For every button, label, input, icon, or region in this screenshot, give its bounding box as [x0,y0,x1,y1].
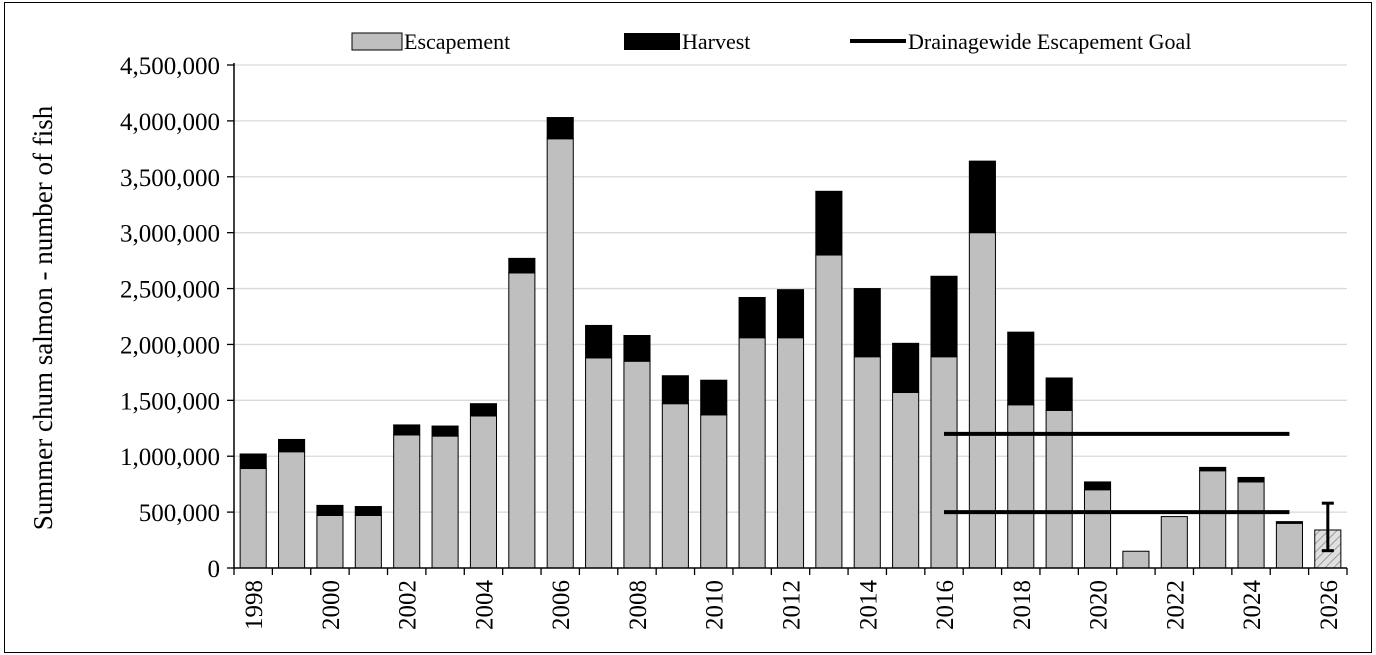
bar-harvest [316,504,344,516]
x-tick-label: 2014 [855,580,882,631]
bar-escapement [316,514,344,569]
bar-escapement [661,403,689,569]
bar-escapement [815,254,843,569]
x-tick-label: 2004 [471,580,498,631]
bar-harvest [930,275,958,358]
bar-escapement [1160,516,1188,569]
y-tick-label: 2,500,000 [120,277,220,304]
legend-harvest-label: Harvest [682,29,750,54]
bar-harvest [815,190,843,256]
bar-harvest [546,117,574,140]
bar-escapement [585,357,613,569]
bar-harvest [354,506,382,516]
bar-escapement [700,414,728,569]
bar-escapement [469,415,498,569]
tick-labels: 0 500,000 1,000,000 1,500,000 2,000,000 2,500… [120,53,1343,630]
bar-escapement [1083,489,1112,569]
x-tick-label: 2012 [779,580,806,630]
bar-harvest [1007,331,1035,406]
bar-escapement [623,360,651,569]
x-tick-label: 2008 [625,580,652,630]
bar-escapement [1237,481,1265,569]
bar-harvest [469,403,498,417]
bar-harvest [700,379,728,416]
bar-escapement [393,434,421,569]
bar-harvest [508,257,536,274]
bar-harvest [1199,466,1227,472]
bar-escapement [892,392,920,569]
bar-harvest [239,453,267,470]
x-tick-label: 2024 [1239,580,1266,631]
bar-escapement [239,468,267,569]
bars [239,117,1342,569]
x-tick-label: 1998 [241,580,268,630]
escapement-goal-lines [944,431,1290,515]
x-tick-label: 2006 [548,580,575,630]
bar-harvest [738,296,766,339]
bar-harvest [853,288,881,358]
x-tick-label: 2010 [702,580,729,630]
bar-escapement [738,337,766,569]
legend-escapement-label: Escapement [404,29,510,54]
bar-escapement [1007,404,1035,569]
bar-harvest [892,342,920,394]
y-tick-label: 0 [208,556,221,583]
bar-harvest [1275,521,1303,524]
bar-escapement [930,356,958,569]
x-tick-label: 2000 [318,580,345,630]
bar-harvest [278,438,306,453]
x-tick-label: 2018 [1009,580,1036,630]
bar-escapement [853,356,881,569]
bar-harvest [968,160,996,234]
legend: Escapement Harvest Drainagewide Escapeme… [351,29,1191,54]
bar-escapement [278,451,306,569]
y-tick-label: 1,000,000 [120,444,220,471]
bar-harvest [776,289,805,339]
x-tick-label: 2016 [932,580,959,630]
bar-escapement [1122,550,1150,569]
x-tick-label: 2020 [1086,580,1113,630]
bar-escapement [508,272,536,569]
y-tick-label: 2,000,000 [120,332,220,359]
y-tick-label: 3,000,000 [120,221,220,248]
bar-harvest [1045,377,1073,411]
bar-harvest [623,335,651,362]
bar-escapement [354,514,382,569]
y-axis-label: Summer chum salmon - number of fish [28,105,58,530]
bar-escapement [431,435,459,569]
y-tick-label: 1,500,000 [120,388,220,415]
bar-escapement [968,232,996,569]
y-tick-label: 500,000 [139,500,220,527]
bar-escapement [1275,522,1303,569]
y-tick-label: 4,500,000 [120,53,220,80]
bar-harvest [431,425,459,437]
legend-harvest-swatch [624,33,680,50]
legend-goal-label: Drainagewide Escapement Goal [908,29,1191,54]
axes [227,63,1348,575]
x-tick-label: 2022 [1162,580,1189,630]
legend-escapement-swatch [351,32,403,51]
bar-harvest [585,324,613,359]
bar-escapement [776,337,805,569]
bar-harvest [1083,481,1112,491]
x-tick-label: 2026 [1316,580,1343,630]
x-tick-label: 2002 [395,580,422,630]
y-tick-label: 4,000,000 [120,109,220,136]
bar-escapement [1199,470,1227,569]
bar-harvest [661,375,689,405]
y-tick-label: 3,500,000 [120,165,220,192]
bar-harvest [393,424,421,436]
bar-escapement [546,138,574,569]
bar-harvest [1237,476,1265,483]
